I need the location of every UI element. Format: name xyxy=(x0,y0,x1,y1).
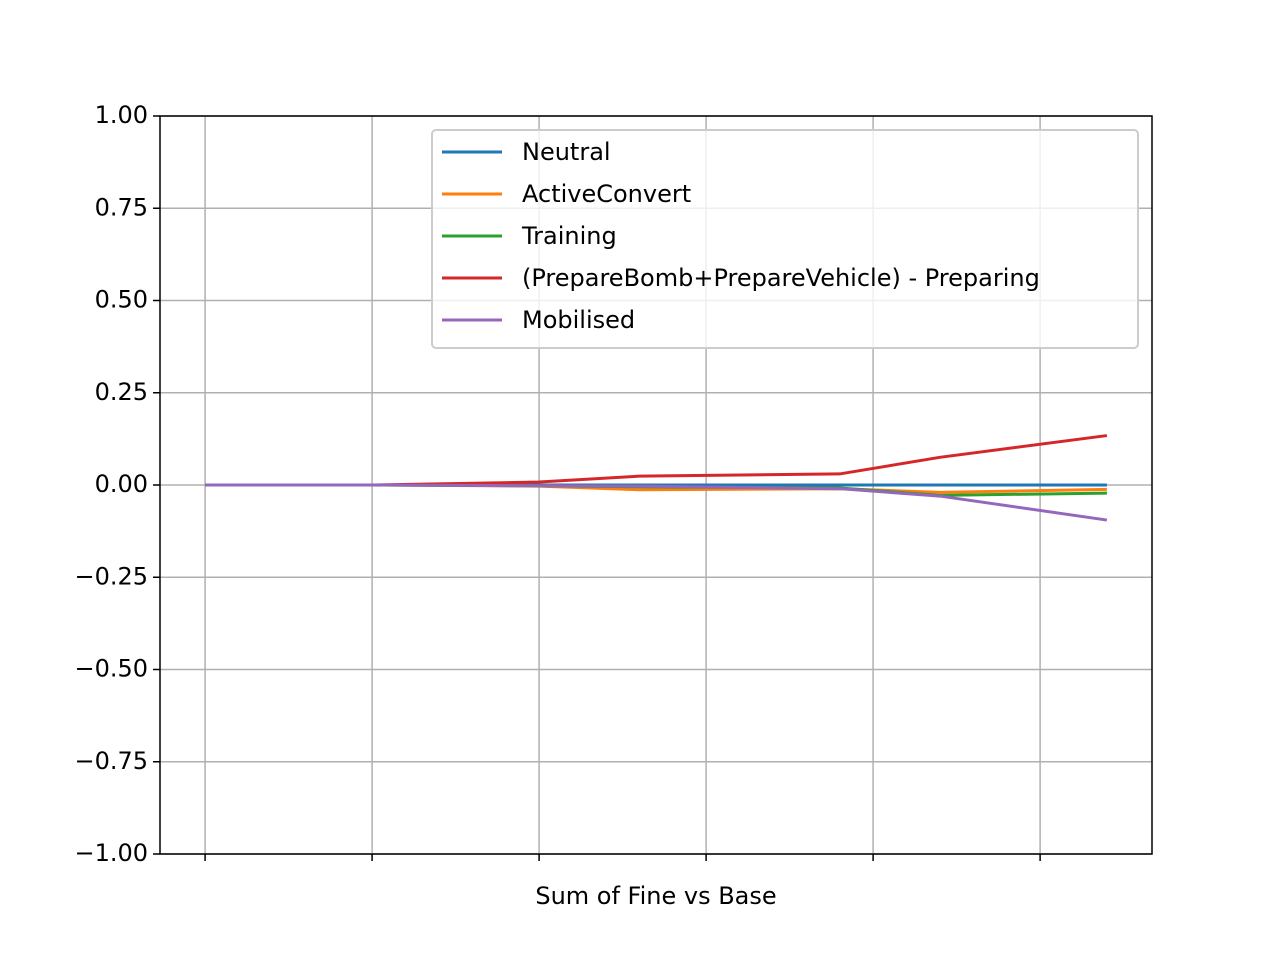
legend-label: Mobilised xyxy=(522,306,635,334)
y-tick-label: −0.25 xyxy=(74,562,148,590)
legend: Neutral ActiveConvert Training (PrepareBomb… xyxy=(431,129,1139,349)
legend-label: (PrepareBomb+PrepareVehicle) - Preparing xyxy=(522,264,1040,292)
y-tick-label: −1.00 xyxy=(74,839,148,867)
legend-box xyxy=(431,129,1139,349)
y-tick-label: 1.00 xyxy=(95,101,148,129)
series-line xyxy=(205,483,1108,522)
legend-label: Neutral xyxy=(522,138,611,166)
y-tick-label: −0.50 xyxy=(74,655,148,683)
y-tick-label: 0.00 xyxy=(95,470,148,498)
y-tick-label: −0.75 xyxy=(74,747,148,775)
legend-label: Training xyxy=(521,222,617,250)
series-line xyxy=(205,434,1108,487)
x-axis-label: Sum of Fine vs Base xyxy=(535,882,776,910)
y-tick-label: 0.75 xyxy=(95,193,148,221)
y-tick-label: 0.25 xyxy=(95,378,148,406)
axes-frame xyxy=(159,115,1153,855)
legend-label: ActiveConvert xyxy=(522,180,691,208)
y-tick-label: 0.50 xyxy=(95,286,148,314)
